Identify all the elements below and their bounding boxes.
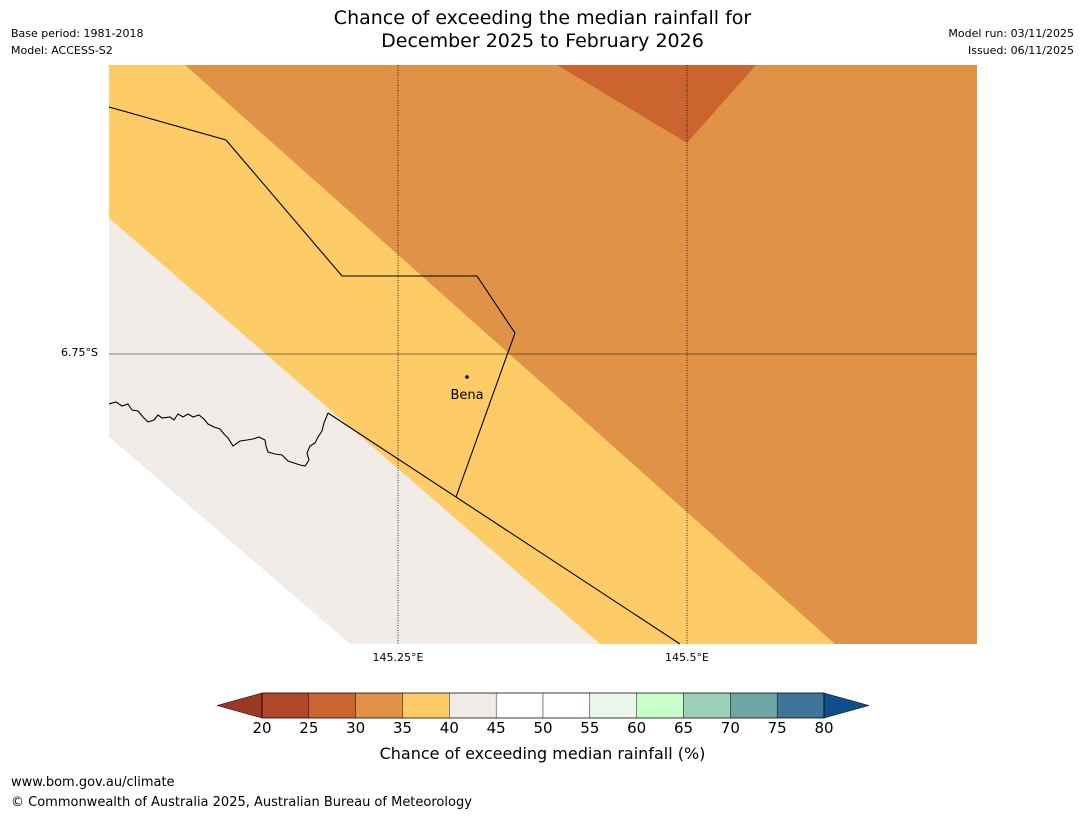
model-name: Model: ACCESS-S2 <box>11 44 113 57</box>
title-line-1: Chance of exceeding the median rainfall … <box>333 7 752 29</box>
colorbar-tick-35: 35 <box>392 719 413 737</box>
colorbar-under-arrow <box>216 692 263 719</box>
coastline <box>109 401 329 467</box>
colorbar-tick-45: 45 <box>486 719 506 737</box>
colorbar-tick-60: 60 <box>627 719 647 737</box>
region-outside-data <box>109 437 350 644</box>
colorbar-label: Chance of exceeding median rainfall (%) <box>379 744 706 763</box>
bena-location-marker <box>465 375 469 379</box>
longitude-label-2: 145.5°E <box>665 651 709 664</box>
model-run: Model run: 03/11/2025 <box>948 27 1074 40</box>
province-boundary-south <box>327 412 681 644</box>
region-25-30 <box>557 65 756 143</box>
footer-url: www.bom.gov.au/climate <box>11 775 175 790</box>
colorbar-tick-25: 25 <box>299 719 319 737</box>
colorbar-cell-35-40 <box>402 692 450 719</box>
colorbar-tick-80: 80 <box>814 719 834 737</box>
colorbar-cell-30-35 <box>355 692 403 719</box>
colorbar-tick-20: 20 <box>252 719 272 737</box>
map-panel <box>109 65 977 644</box>
colorbar-cell-70-75 <box>730 692 778 719</box>
colorbar-tick-65: 65 <box>673 719 694 737</box>
colorbar-tick-70: 70 <box>720 719 740 737</box>
colorbar <box>216 692 870 719</box>
footer-copyright: © Commonwealth of Australia 2025, Austra… <box>11 795 472 810</box>
colorbar-cell-40-45 <box>449 692 497 719</box>
issued-date: Issued: 06/11/2025 <box>967 44 1074 57</box>
meta-left: Base period: 1981-2018 Model: ACCESS-S2 <box>11 25 143 59</box>
chart-title: Chance of exceeding the median rainfall … <box>0 7 1085 53</box>
colorbar-over-arrow <box>823 692 870 719</box>
title-line-2: December 2025 to February 2026 <box>381 30 704 52</box>
latitude-label: 6.75°S <box>61 346 98 359</box>
colorbar-cells <box>261 692 825 719</box>
base-period: Base period: 1981-2018 <box>11 27 144 40</box>
colorbar-cell-45-50 <box>495 692 544 719</box>
colorbar-cell-65-70 <box>683 692 731 719</box>
colorbar-tick-40: 40 <box>439 719 459 737</box>
colorbar-cell-25-30 <box>308 692 356 719</box>
colorbar-tick-55: 55 <box>580 719 600 737</box>
colorbar-cell-75-80 <box>776 692 825 719</box>
colorbar-tick-50: 50 <box>533 719 553 737</box>
meta-right: Model run: 03/11/2025 Issued: 06/11/2025 <box>948 25 1074 59</box>
place-label-bena: Bena <box>450 388 484 403</box>
colorbar-cell-50-55 <box>542 692 591 719</box>
colorbar-tick-75: 75 <box>767 719 787 737</box>
colorbar-tick-30: 30 <box>346 719 366 737</box>
longitude-label-1: 145.25°E <box>372 651 424 664</box>
province-boundary <box>109 106 516 498</box>
colorbar-cell-60-65 <box>636 692 684 719</box>
colorbar-frame <box>261 692 825 719</box>
colorbar-cell-20-25 <box>261 692 310 719</box>
colorbar-cell-55-60 <box>589 692 637 719</box>
